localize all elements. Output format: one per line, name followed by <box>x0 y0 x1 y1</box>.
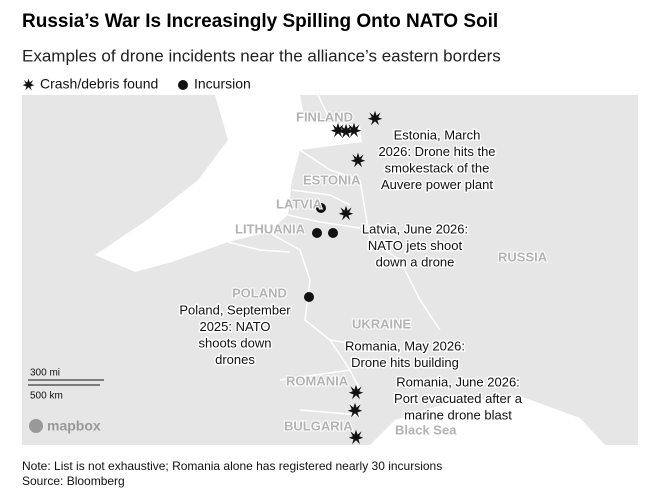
annotation: NATO jets shoot <box>368 238 463 253</box>
incursion-dot <box>328 228 338 238</box>
country-label: LITHUANIA <box>235 221 306 236</box>
legend-label: Crash/debris found <box>40 76 158 92</box>
country-label: Black Sea <box>395 422 457 437</box>
land <box>22 95 638 445</box>
scale-label: 300 mi <box>30 368 60 379</box>
country-label: POLAND <box>232 285 287 300</box>
scale-label: 500 km <box>30 391 63 402</box>
annotation: Romania, May 2026: <box>345 338 465 353</box>
incursion-dot <box>304 292 314 302</box>
country-label: UKRAINE <box>352 316 412 331</box>
note: Note: List is not exhaustive; Romania al… <box>22 459 442 473</box>
source: Source: Bloomberg <box>22 474 125 488</box>
subtitle: Examples of drone incidents near the all… <box>22 46 501 65</box>
annotation: down a drone <box>376 254 455 269</box>
country-label: FINLAND <box>296 109 353 124</box>
black-sea <box>370 396 605 445</box>
mapbox-logo <box>29 419 43 433</box>
attribution: mapbox <box>47 418 101 434</box>
annotation: drones <box>215 352 255 367</box>
annotation: 2026: Drone hits the <box>378 144 495 159</box>
annotation: Poland, September <box>179 302 291 317</box>
title: Russia’s War Is Increasingly Spilling On… <box>22 11 498 32</box>
country-label: LATVIA <box>276 196 323 211</box>
annotation: marine drone blast <box>404 407 512 422</box>
annotation: smokestack of the <box>385 160 490 175</box>
legend-icon <box>22 78 35 91</box>
country-label: ROMANIA <box>286 373 349 388</box>
annotation: Port evacuated after a <box>394 391 523 406</box>
annotation: Drone hits building <box>351 355 459 370</box>
baltic-sea <box>95 95 362 272</box>
annotation: Auvere power plant <box>381 177 493 192</box>
incursion-dot <box>316 203 326 213</box>
country-label: ESTONIA <box>303 172 361 187</box>
incursion-dot <box>312 228 322 238</box>
annotation: 2025: NATO <box>199 319 270 334</box>
country-label: RUSSIA <box>498 249 548 264</box>
country-label: BULGARIA <box>284 418 353 433</box>
legend-label: Incursion <box>194 76 251 92</box>
annotation: Estonia, March <box>394 127 481 142</box>
annotation: shoots down <box>199 335 272 350</box>
annotation: Romania, June 2026: <box>396 374 520 389</box>
map: FINLAND ESTONIA LATVIA LITHUANIA POLAND UKRAI… <box>22 95 638 445</box>
legend-icon <box>178 80 188 90</box>
annotation: Latvia, June 2026: <box>362 221 468 236</box>
